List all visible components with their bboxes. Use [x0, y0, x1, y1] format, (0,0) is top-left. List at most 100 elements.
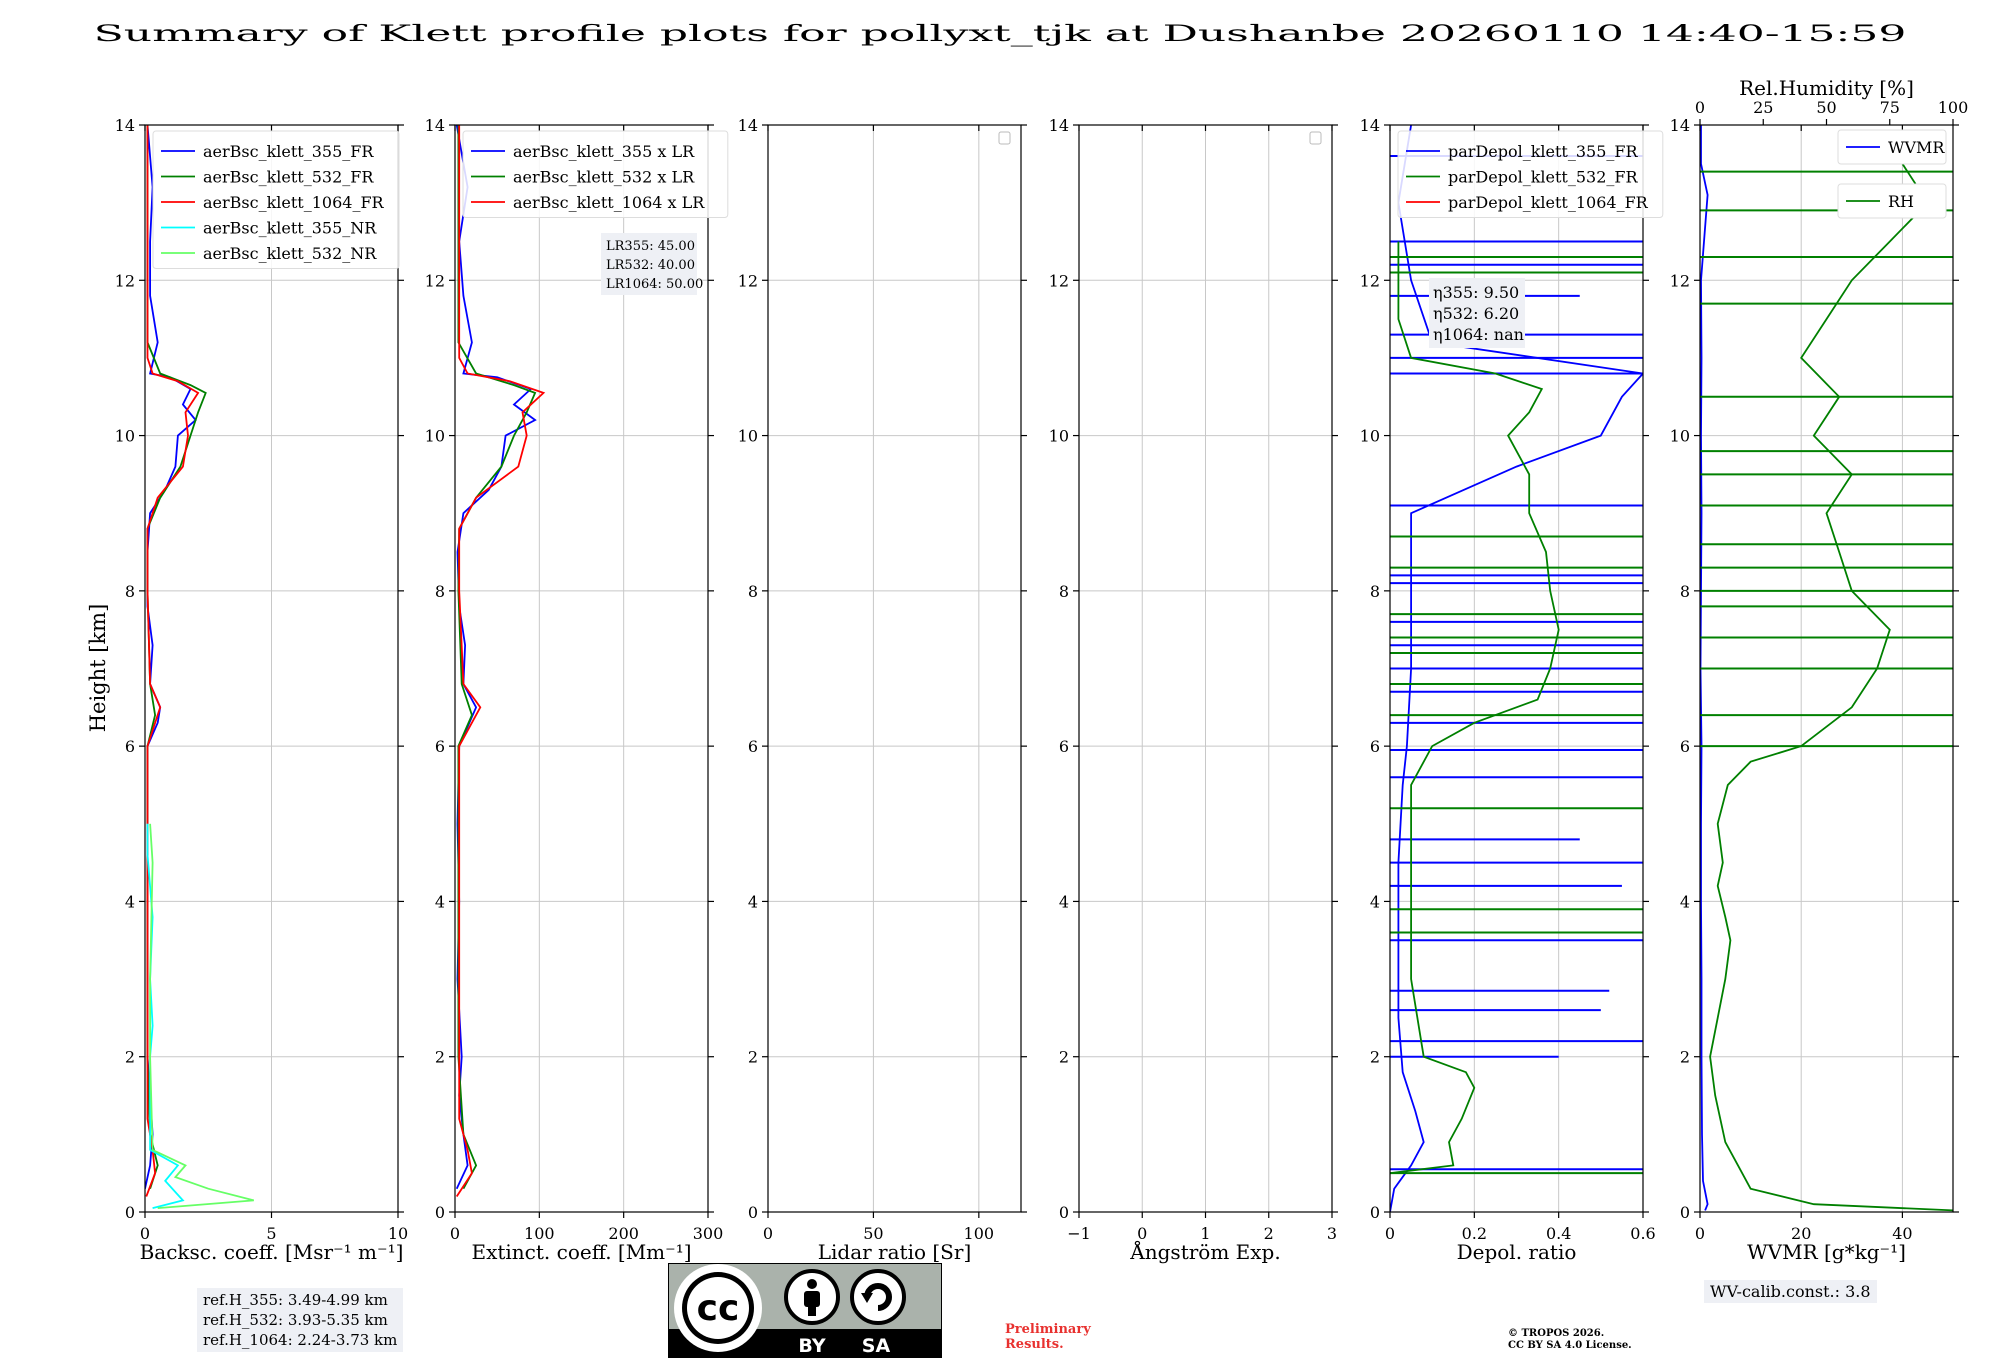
y-tick-label: 12 — [425, 271, 445, 290]
y-tick-label: 12 — [115, 271, 135, 290]
legend-label: parDepol_klett_532_FR — [1448, 168, 1639, 187]
x-tick-label: 0 — [1695, 1224, 1705, 1243]
data-area — [1390, 125, 1643, 1212]
panel-depol: 0 0.2 0.4 0.6 0 2 4 6 8 10 12 14 Depol. ratio parDepo… — [1360, 116, 1664, 1264]
copyright-note: © TROPOS 2026. CC BY SA 4.0 License. — [1508, 1328, 1632, 1352]
y-tick-label: 14 — [1670, 116, 1690, 135]
legend: aerBsc_klett_355_FR aerBsc_klett_532_FRae… — [152, 130, 400, 269]
y-tick-label: 2 — [435, 1048, 445, 1067]
y-tick-label: 6 — [1680, 737, 1690, 756]
y-tick-label: 14 — [115, 116, 135, 135]
x-axis-label: Backsc. coeff. [Msr⁻¹ m⁻¹] — [140, 1240, 404, 1264]
y-tick-label: 6 — [1370, 737, 1380, 756]
x-tick-label: 20 — [1791, 1224, 1811, 1243]
y-tick-label: 4 — [1370, 892, 1380, 911]
info-line: η532: 6.20 — [1433, 304, 1519, 323]
series-line-aerBsc_klett_532_NR — [149, 823, 255, 1209]
y-tick-label: 6 — [435, 737, 445, 756]
y-tick-label: 4 — [435, 892, 445, 911]
y-tick-label: 0 — [125, 1203, 135, 1222]
x-tick-label: 0 — [450, 1224, 460, 1243]
legend-label: parDepol_klett_355_FR — [1448, 142, 1639, 161]
data-area — [455, 125, 546, 1197]
legend-label: WVMR — [1888, 138, 1945, 157]
x-tick-label: 100 — [964, 1224, 995, 1243]
axes-frame — [767, 124, 1022, 1213]
info-line: LR532: 40.00 — [606, 258, 695, 273]
y-tick-label: 8 — [1370, 582, 1380, 601]
axes-frame — [1389, 124, 1644, 1213]
y-tick-label: 0 — [748, 1203, 758, 1222]
y-tick-label: 0 — [1059, 1203, 1069, 1222]
legend-label: aerBsc_klett_532 x LR — [513, 168, 695, 187]
y-tick-label: 14 — [1049, 116, 1069, 135]
x-axis-label: Lidar ratio [Sr] — [818, 1240, 972, 1264]
x-tick-label: 50 — [863, 1224, 883, 1243]
data-area — [1700, 125, 1953, 1212]
x-tick-label: 10 — [388, 1224, 408, 1243]
eta-info: η355: 9.50 η532: 6.20 η1064: nan — [1429, 278, 1525, 348]
data-area — [145, 125, 255, 1209]
y-tick-label: 0 — [435, 1203, 445, 1222]
top-x-tick-label: 50 — [1816, 98, 1836, 117]
info-box-bg — [601, 233, 697, 295]
panel-backscatter: 0 5 10 0 2 4 6 8 10 12 14 Backsc. coeff. [Msr⁻¹ m⁻¹… — [115, 116, 409, 1264]
y-tick-label: 4 — [1059, 892, 1069, 911]
x-tick-label: 5 — [266, 1224, 276, 1243]
series-line-aerBsc_klett_532 x LR — [457, 125, 537, 1190]
empty-legend-box — [1309, 131, 1322, 145]
x-axis-label: Extinct. coeff. [Mm⁻¹] — [471, 1240, 691, 1264]
y-tick-label: 8 — [125, 582, 135, 601]
series-line-aerBsc_klett_532_FR — [146, 125, 207, 1189]
y-tick-label: 6 — [125, 737, 135, 756]
legend-label: parDepol_klett_1064_FR — [1448, 193, 1649, 212]
reference-height-box: ref.H_355: 3.49-4.99 km ref.H_532: 3.93-… — [197, 1288, 404, 1352]
y-tick-label: 8 — [1059, 582, 1069, 601]
x-tick-label: 40 — [1892, 1224, 1912, 1243]
y-tick-label: 14 — [1360, 116, 1380, 135]
x-tick-label: 100 — [524, 1224, 555, 1243]
y-tick-label: 4 — [1680, 892, 1690, 911]
cc-by-label: BY — [798, 1335, 825, 1357]
cc-sa-label: SA — [862, 1335, 891, 1357]
y-tick-label: 14 — [425, 116, 445, 135]
series-line-aerBsc_klett_1064 x LR — [455, 125, 546, 1197]
top-x-tick-label: 0 — [1695, 98, 1705, 117]
y-tick-label: 12 — [1670, 271, 1690, 290]
x-tick-label: 1 — [1200, 1224, 1210, 1243]
y-tick-label: 6 — [748, 737, 758, 756]
y-tick-label: 2 — [1059, 1048, 1069, 1067]
axes-frame — [454, 124, 709, 1213]
info-line: LR1064: 50.00 — [606, 277, 703, 292]
info-line: η355: 9.50 — [1433, 283, 1519, 302]
info-line: LR355: 45.00 — [606, 239, 695, 254]
top-x-tick-label: 100 — [1938, 98, 1969, 117]
x-tick-label: 0.6 — [1630, 1224, 1655, 1243]
x-tick-label: 2 — [1264, 1224, 1274, 1243]
y-tick-label: 2 — [125, 1048, 135, 1067]
x-tick-label: 200 — [608, 1224, 639, 1243]
preliminary-line-2: Results. — [1005, 1337, 1064, 1352]
top-x-axis-label: Rel.Humidity [%] — [1739, 76, 1914, 100]
x-axis-label: Ångström Exp. — [1129, 1239, 1280, 1264]
series-line-aerBsc_klett_1064_FR — [145, 125, 200, 1197]
series-line-parDepol_klett_532_FR — [1390, 241, 1560, 1175]
x-tick-label: 0 — [763, 1224, 773, 1243]
y-tick-label: 14 — [738, 116, 758, 135]
y-tick-label: 8 — [1680, 582, 1690, 601]
legend-frame — [152, 130, 400, 269]
y-tick-label: 2 — [1370, 1048, 1380, 1067]
top-x-tick-label: 25 — [1753, 98, 1773, 117]
preliminary-line-1: Preliminary — [1005, 1322, 1091, 1337]
legend-label: aerBsc_klett_355_NR — [203, 219, 377, 238]
empty-legend-box — [998, 131, 1011, 145]
cc-by-sa-logo: cc BY SA — [668, 1263, 942, 1358]
legend-frame — [1837, 183, 1947, 219]
y-tick-label: 4 — [125, 892, 135, 911]
y-tick-label: 12 — [738, 271, 758, 290]
legend-label: aerBsc_klett_1064 x LR — [513, 193, 705, 212]
legend-label: aerBsc_klett_532_NR — [203, 244, 377, 263]
info-line: η1064: nan — [1433, 325, 1524, 344]
copyright-line-2: CC BY SA 4.0 License. — [1508, 1340, 1632, 1351]
y-tick-label: 10 — [1360, 427, 1380, 446]
